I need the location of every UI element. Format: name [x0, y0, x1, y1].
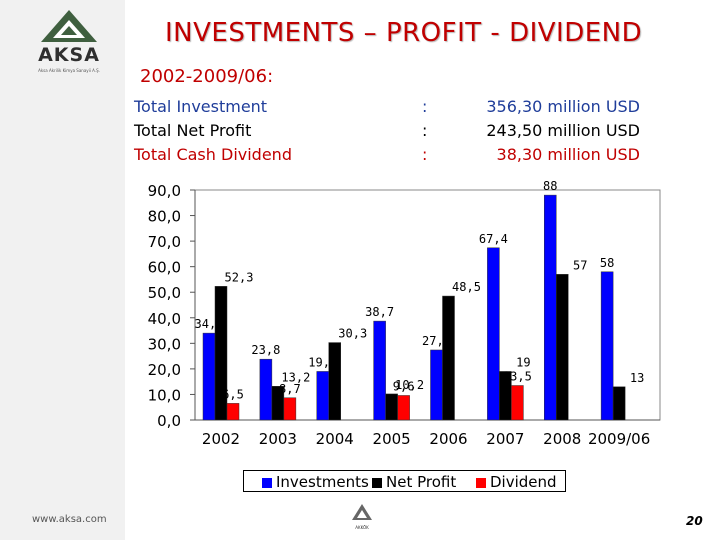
- bar-dividend: [283, 397, 297, 421]
- legend-label: Investments: [276, 473, 369, 491]
- y-tick-label: 50,0: [148, 284, 181, 302]
- data-label: 30,3: [338, 327, 367, 341]
- data-label: 38,7: [365, 305, 394, 319]
- akkok-logo-icon: [352, 504, 372, 520]
- bar-investments: [600, 271, 614, 421]
- plot-area: [194, 189, 661, 421]
- bar-investments: [316, 371, 329, 421]
- bar-net-profit: [556, 274, 569, 421]
- summary-row-investment: Total Investment : 356,30 million USD: [134, 95, 674, 119]
- page-number: 20: [686, 514, 703, 528]
- aksa-logo-icon: [41, 10, 97, 42]
- bar-net-profit: [612, 386, 626, 421]
- x-tick-label: 2008: [543, 430, 581, 448]
- legend-item-investments: Investments: [262, 473, 369, 491]
- data-label: 8,7: [279, 382, 301, 396]
- data-label: 57: [573, 258, 587, 272]
- y-tick-label: 20,0: [148, 361, 181, 379]
- x-tick-label: 2006: [429, 430, 467, 448]
- x-tick-label: 2007: [486, 430, 524, 448]
- summary-row-dividend: Total Cash Dividend : 38,30 million USD: [134, 143, 674, 167]
- summary-separator: :: [422, 97, 428, 116]
- bar-investments: [202, 332, 216, 421]
- summary-label: Total Cash Dividend: [134, 145, 292, 164]
- slide-title: INVESTMENTS – PROFIT - DIVIDEND: [165, 18, 643, 48]
- bar-investments: [544, 194, 557, 421]
- website-link[interactable]: www.aksa.com: [32, 514, 107, 525]
- x-tick-label: 2002: [202, 430, 240, 448]
- x-tick-label: 2003: [259, 430, 297, 448]
- data-label: 10,2: [395, 378, 424, 392]
- aksa-logo-subtitle: Aksa Akrilik Kimya Sanayii A.Ş.: [38, 68, 100, 73]
- bar-investments: [259, 358, 273, 421]
- x-tick-label: 2004: [316, 430, 354, 448]
- bar-investments: [373, 320, 386, 421]
- legend-swatch-investments: [262, 477, 272, 488]
- summary-block: Total Investment : 356,30 million USD To…: [134, 95, 674, 167]
- y-tick-label: 70,0: [148, 233, 181, 251]
- summary-separator: :: [422, 145, 428, 164]
- legend-swatch-dividend: [476, 477, 486, 488]
- footer-logo: AKKÖK: [351, 503, 373, 530]
- data-label: 9,6: [393, 379, 415, 393]
- bar-dividend: [397, 395, 410, 421]
- x-tick-label: 2009/06: [588, 430, 650, 448]
- bar-net-profit: [442, 295, 455, 421]
- y-tick-label: 40,0: [148, 310, 181, 328]
- chart-legend: Investments Net Profit Dividend: [243, 470, 566, 492]
- data-label: 58: [600, 256, 614, 270]
- data-label: 67,4: [479, 232, 508, 246]
- bar-net-profit: [214, 286, 228, 421]
- legend-label: Dividend: [490, 473, 557, 491]
- y-tick-label: 90,0: [148, 182, 181, 200]
- data-label: 13,2: [281, 370, 310, 384]
- bar-net-profit: [328, 342, 341, 421]
- data-label: 23,8: [251, 343, 280, 357]
- summary-value: 38,30 million USD: [496, 145, 640, 164]
- y-tick-label: 0,0: [157, 412, 181, 430]
- period-label: 2002-2009/06:: [140, 66, 274, 87]
- data-label: 13: [630, 371, 644, 385]
- legend-label: Net Profit: [386, 473, 457, 491]
- data-label: 88: [543, 179, 557, 193]
- bar-net-profit: [385, 393, 398, 421]
- y-tick-label: 30,0: [148, 335, 181, 353]
- y-tick-label: 10,0: [148, 386, 181, 404]
- data-label: 48,5: [452, 280, 481, 294]
- aksa-logo-text: AKSA: [38, 44, 100, 66]
- bar-investments: [487, 247, 500, 421]
- summary-value: 356,30 million USD: [486, 97, 640, 116]
- x-tick-label: 2005: [373, 430, 411, 448]
- legend-item-net-profit: Net Profit: [372, 473, 456, 491]
- y-tick-label: 80,0: [148, 208, 181, 226]
- data-label: 13,5: [503, 370, 532, 384]
- sidebar-panel: AKSA Aksa Akrilik Kimya Sanayii A.Ş. www…: [0, 0, 125, 540]
- legend-item-dividend: Dividend: [476, 473, 557, 491]
- legend-swatch-net-profit: [372, 477, 382, 488]
- data-label: 52,3: [225, 270, 254, 284]
- summary-label: Total Investment: [134, 97, 268, 116]
- data-label: 6,5: [222, 387, 244, 401]
- footer-logo-text: AKKÖK: [355, 525, 369, 530]
- bar-investments: [430, 349, 443, 421]
- summary-label: Total Net Profit: [134, 121, 252, 140]
- summary-row-net-profit: Total Net Profit : 243,50 million USD: [134, 119, 674, 143]
- data-label: 19: [516, 355, 530, 369]
- y-tick-label: 60,0: [148, 259, 181, 277]
- bar-dividend: [226, 403, 240, 421]
- summary-value: 243,50 million USD: [486, 121, 640, 140]
- summary-separator: :: [422, 121, 428, 140]
- bar-dividend: [511, 385, 524, 421]
